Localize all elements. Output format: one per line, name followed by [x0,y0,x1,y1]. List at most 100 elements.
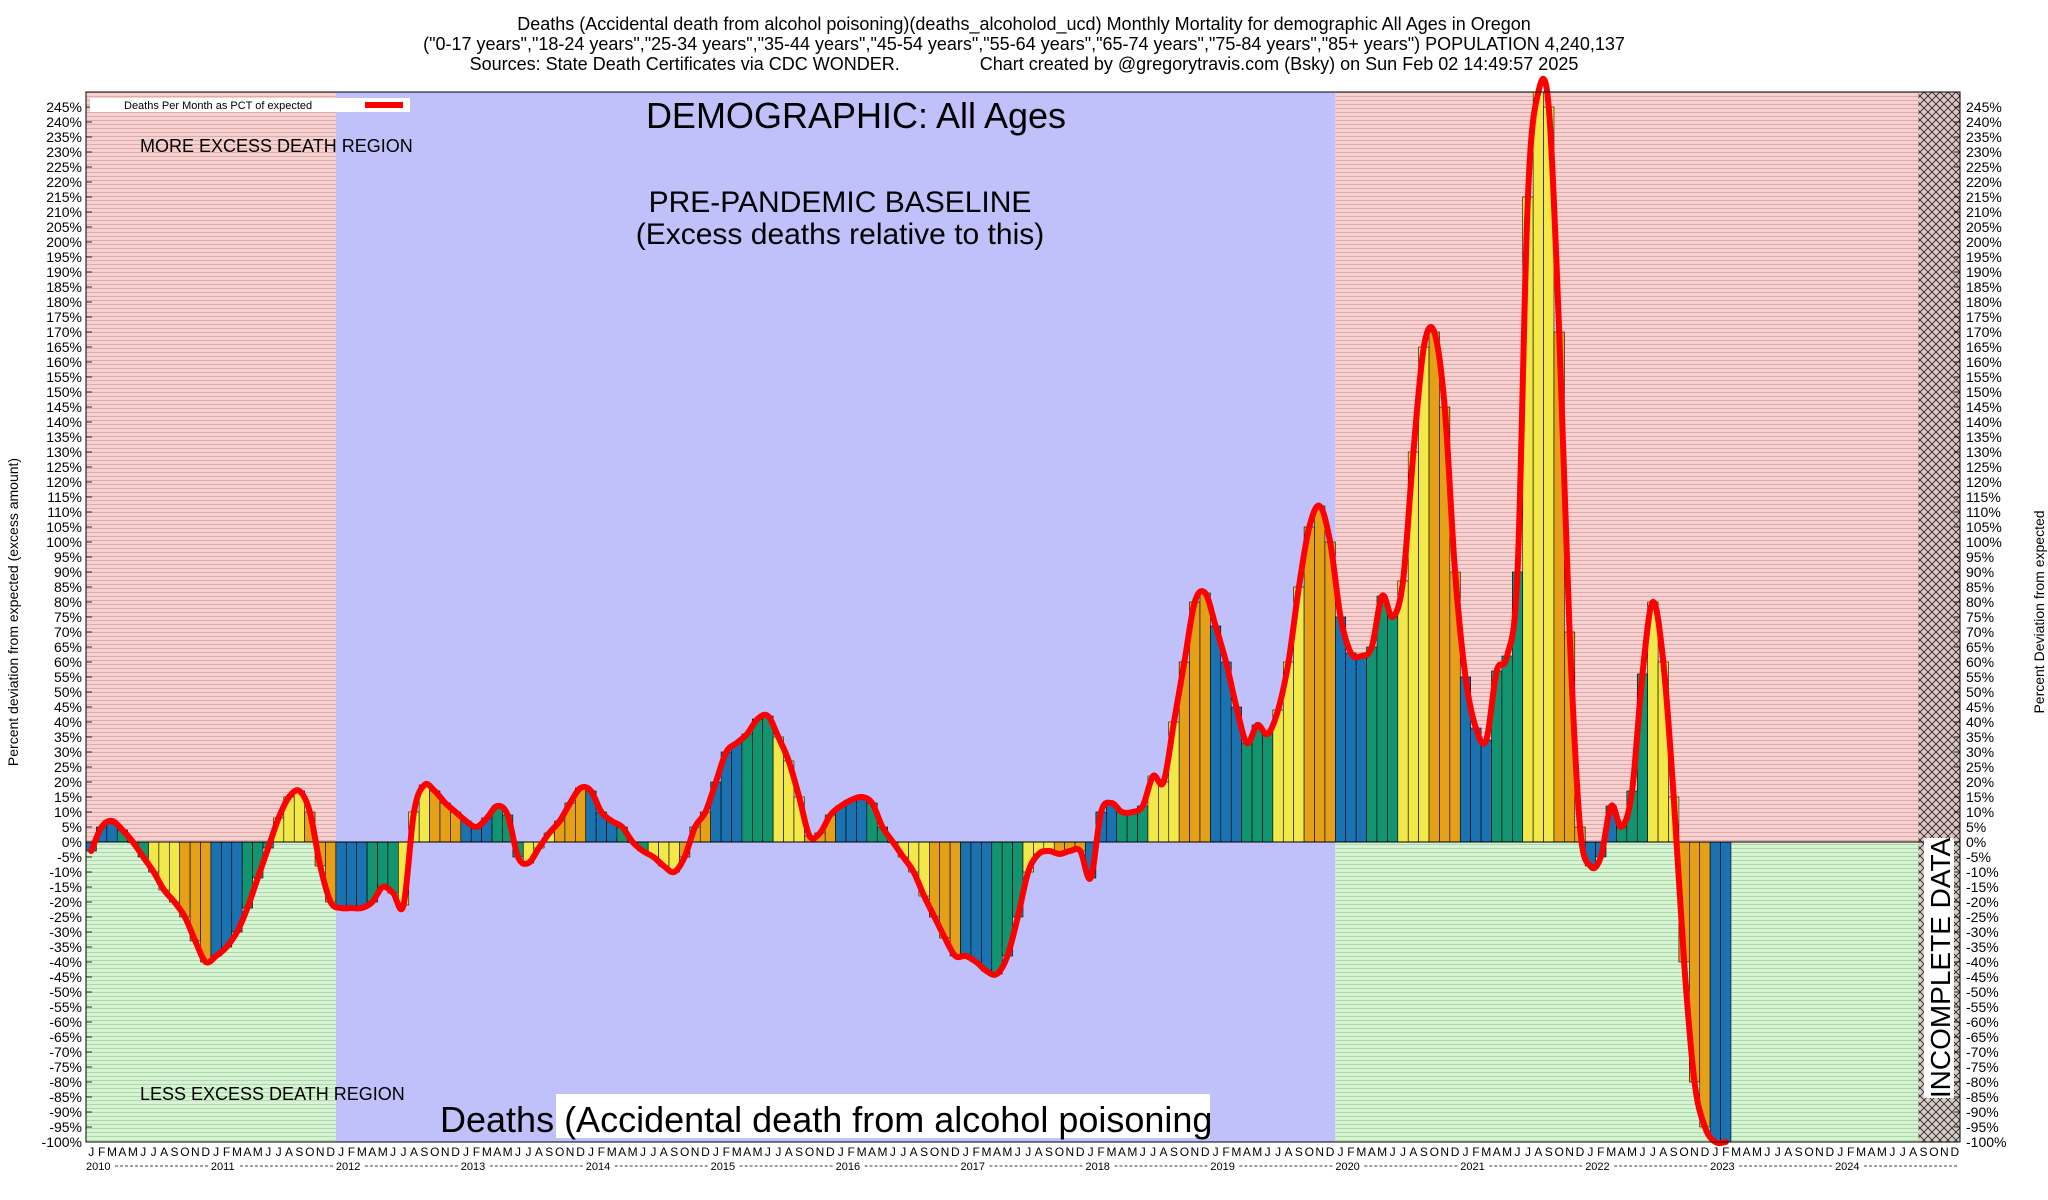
x-tick-month: M [128,1145,138,1159]
x-tick-month: O [180,1145,189,1159]
y-tick-label: 85% [1966,579,1994,595]
x-tick-month: S [1545,1145,1553,1159]
x-tick-month: S [170,1145,178,1159]
x-tick-month: F [1347,1145,1354,1159]
bar [981,841,993,972]
x-tick-month: N [941,1145,950,1159]
x-tick-month: J [775,1145,781,1159]
x-tick-month: J [1400,1145,1406,1159]
x-tick-month: N [316,1145,325,1159]
x-year-label-bg [583,1159,614,1172]
x-tick-month: F [223,1145,230,1159]
bar [1116,811,1128,843]
x-tick-month: N [1440,1145,1449,1159]
x-tick-year: 2010 [86,1161,110,1173]
x-tick-month: M [107,1145,117,1159]
y-tick-label: 230% [46,144,82,160]
y-tick-label: -35% [49,939,82,955]
bar [949,841,961,957]
y-tick-label: 100% [1966,534,2002,550]
y-tick-label: 240% [1966,114,2002,130]
y-tick-label: -45% [49,969,82,985]
x-tick-month: S [1295,1145,1303,1159]
x-tick-month: N [566,1145,575,1159]
baseline-label-line-2: (Excess deaths relative to this) [636,218,1045,251]
x-tick-month: A [243,1145,251,1159]
bar [939,841,951,939]
x-tick-month: O [680,1145,689,1159]
y-tick-label: 25% [54,759,82,775]
y-tick-label: 125% [1966,459,2002,475]
bar [960,841,972,957]
bar [991,841,1003,975]
x-year-label-bg [708,1159,739,1172]
y-tick-label: -25% [49,909,82,925]
y-tick-label: -30% [49,924,82,940]
x-tick-month: M [877,1145,887,1159]
y-tick-label: 35% [1966,729,1994,745]
x-tick-month: F [1847,1145,1854,1159]
x-tick-month: F [1472,1145,1479,1159]
x-tick-month: S [1670,1145,1678,1159]
x-tick-month: A [785,1145,793,1159]
y-tick-label: -30% [1966,924,1999,940]
x-tick-month: M [503,1145,513,1159]
bar [1335,616,1347,843]
x-tick-month: D [1451,1145,1460,1159]
x-tick-month: A [868,1145,876,1159]
x-tick-year: 2023 [1710,1161,1734,1173]
y-tick-label: -45% [1966,969,1999,985]
bar [1720,841,1732,1143]
x-tick-month: J [1338,1145,1344,1159]
x-tick-month: N [1690,1145,1699,1159]
x-tick-month: J [276,1145,282,1159]
x-tick-month: A [1243,1145,1251,1159]
x-tick-month: F [473,1145,480,1159]
y-tick-label: 55% [1966,669,1994,685]
bar [731,742,743,843]
x-tick-month: M [607,1145,617,1159]
x-tick-month: J [1515,1145,1521,1159]
y-tick-label: -55% [1966,999,1999,1015]
y-tick-label: 225% [1966,159,2002,175]
y-tick-label: -20% [1966,894,1999,910]
x-tick-month: J [963,1145,969,1159]
x-year-label-bg [84,1159,114,1172]
y-tick-label: 130% [1966,444,2002,460]
x-tick-month: A [1867,1145,1875,1159]
x-tick-month: S [545,1145,553,1159]
incomplete-data-label: INCOMPLETE DATA [1925,838,1956,1099]
bar [1158,781,1170,843]
x-year-label-bg [1708,1159,1739,1172]
y-tick-label: -50% [49,984,82,1000]
y-tick-label: 65% [54,639,82,655]
x-tick-month: A [1368,1145,1376,1159]
bar [1480,739,1492,843]
x-tick-year: 2015 [711,1161,735,1173]
x-tick-month: M [1731,1145,1741,1159]
more-excess-label: MORE EXCESS DEATH REGION [140,136,413,156]
x-tick-month: A [618,1145,626,1159]
x-tick-month: J [1712,1145,1718,1159]
x-tick-month: J [890,1145,896,1159]
bar [356,841,368,909]
x-tick-month: S [1045,1145,1053,1159]
y-tick-label: 20% [1966,774,1994,790]
x-tick-month: A [285,1145,293,1159]
x-tick-month: O [555,1145,564,1159]
y-tick-label: 40% [1966,714,1994,730]
x-tick-month: D [451,1145,460,1159]
x-year-label-bg [1208,1159,1239,1172]
bar [377,841,389,888]
y-tick-label: 215% [1966,189,2002,205]
x-tick-month: A [1618,1145,1626,1159]
y-tick-label: -35% [1966,939,1999,955]
legend: Deaths Per Month as PCT of expected [90,98,410,112]
y-tick-label: 115% [1966,489,2001,505]
x-tick-month: D [576,1145,585,1159]
x-tick-month: O [1430,1145,1439,1159]
y-tick-label: 180% [46,294,82,310]
x-tick-month: J [525,1145,531,1159]
